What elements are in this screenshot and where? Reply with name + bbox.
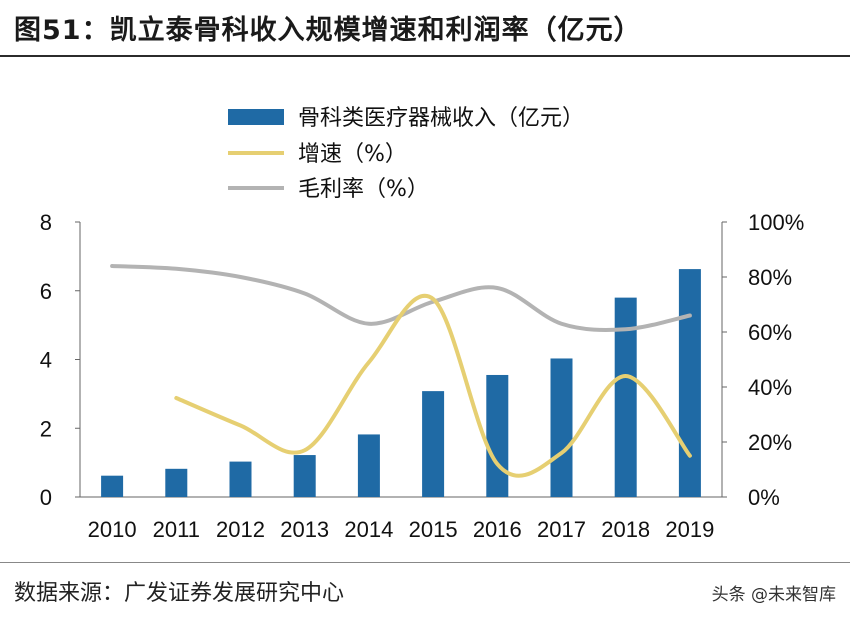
x-tick-label: 2013: [280, 517, 329, 542]
source-note: 数据来源：广发证券发展研究中心: [14, 581, 345, 606]
bar: [614, 297, 637, 497]
legend-label: 毛利率（%）: [298, 177, 429, 202]
x-tick-label: 2014: [344, 517, 393, 542]
y-right-tick-label: 60%: [748, 320, 792, 345]
legend: 骨科类医疗器械收入（亿元） 增速（%） 毛利率（%）: [228, 106, 584, 202]
x-tick-label: 2011: [153, 517, 200, 542]
y-left-tick-label: 0: [40, 485, 52, 510]
bar-series: [101, 269, 701, 497]
legend-label: 增速（%）: [298, 142, 407, 167]
footer-divider: [0, 562, 850, 563]
bar: [422, 391, 445, 497]
y-left-tick-label: 8: [40, 210, 52, 235]
growth-line: [174, 294, 692, 478]
bar: [486, 374, 509, 497]
x-tick-label: 2015: [409, 517, 458, 542]
y-right-tick-label: 100%: [748, 210, 804, 235]
bar: [229, 461, 252, 497]
y-right-tick-label: 80%: [748, 265, 792, 290]
y-right-tick-label: 40%: [748, 375, 792, 400]
bar: [293, 455, 316, 497]
y-left-tick-label: 6: [40, 279, 52, 304]
y-left-tick-label: 4: [40, 348, 52, 373]
x-tick-label: 2016: [473, 517, 522, 542]
y-right-tick-label: 20%: [748, 430, 792, 455]
legend-label: 骨科类医疗器械收入（亿元）: [298, 106, 584, 131]
bar: [678, 269, 701, 497]
bar: [357, 434, 380, 497]
margin-line: [110, 264, 692, 332]
x-tick-label: 2012: [216, 517, 265, 542]
x-tick-label: 2017: [537, 517, 586, 542]
y-left-tick-label: 2: [40, 416, 52, 441]
bar: [165, 468, 188, 497]
bar: [550, 358, 573, 497]
x-tick-label: 2019: [665, 517, 714, 542]
bar: [101, 475, 124, 497]
title-divider: [0, 55, 850, 57]
chart-title: 图51：凯立泰骨科收入规模增速和利润率（亿元）: [14, 15, 642, 46]
legend-swatch-bar: [228, 109, 284, 125]
x-tick-label: 2018: [601, 517, 650, 542]
x-tick-label: 2010: [88, 517, 137, 542]
watermark: 头条 @未来智库: [711, 585, 836, 605]
y-right-tick-label: 0%: [748, 485, 780, 510]
line-series: [110, 264, 692, 478]
